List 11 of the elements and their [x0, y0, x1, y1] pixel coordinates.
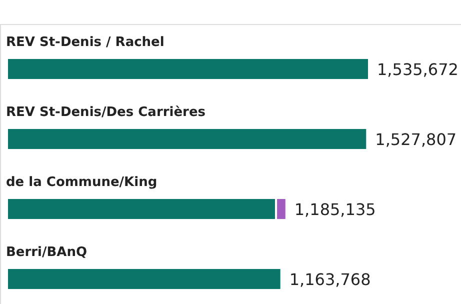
data-label: 1,535,672 [377, 60, 458, 79]
y-tick-label: REV St-Denis / Rachel [6, 35, 164, 50]
data-label: 1,163,768 [289, 270, 371, 289]
y-tick-label: Berri/BAnQ [6, 245, 88, 260]
y-tick-label: de la Commune/King [6, 175, 158, 190]
bar [6, 267, 282, 291]
bar [6, 57, 370, 81]
y-tick-label: REV St-Denis/Des Carrières [6, 105, 206, 120]
total-label: 1,185,135 [294, 200, 376, 219]
bar [6, 127, 368, 151]
data-label: 1,527,807 [375, 130, 457, 149]
